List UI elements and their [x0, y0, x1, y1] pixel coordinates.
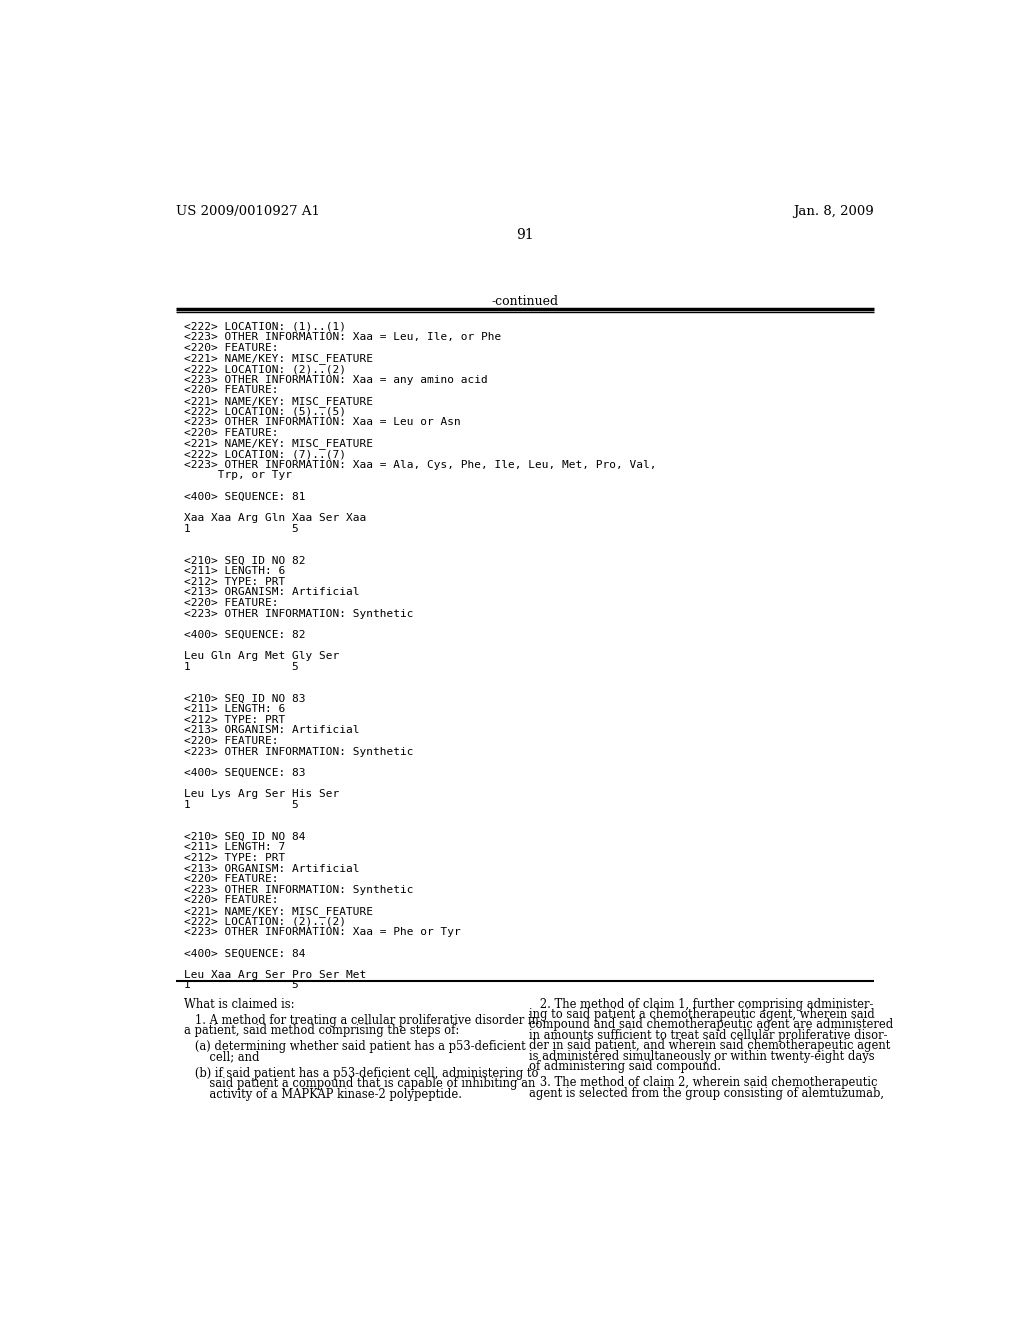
- Text: <213> ORGANISM: Artificial: <213> ORGANISM: Artificial: [183, 726, 359, 735]
- Text: said patient a compound that is capable of inhibiting an: said patient a compound that is capable …: [183, 1077, 536, 1090]
- Text: 1. A method for treating a cellular proliferative disorder in: 1. A method for treating a cellular prol…: [183, 1014, 539, 1027]
- Text: What is claimed is:: What is claimed is:: [183, 998, 294, 1011]
- Text: <210> SEQ ID NO 84: <210> SEQ ID NO 84: [183, 832, 305, 842]
- Text: <212> TYPE: PRT: <212> TYPE: PRT: [183, 715, 285, 725]
- Text: US 2009/0010927 A1: US 2009/0010927 A1: [176, 205, 319, 218]
- Text: <222> LOCATION: (2)..(2): <222> LOCATION: (2)..(2): [183, 364, 346, 374]
- Text: <221> NAME/KEY: MISC_FEATURE: <221> NAME/KEY: MISC_FEATURE: [183, 354, 373, 364]
- Text: <211> LENGTH: 6: <211> LENGTH: 6: [183, 566, 285, 576]
- Text: <213> ORGANISM: Artificial: <213> ORGANISM: Artificial: [183, 587, 359, 597]
- Text: (a) determining whether said patient has a p53-deficient: (a) determining whether said patient has…: [183, 1040, 525, 1053]
- Text: <223> OTHER INFORMATION: Xaa = Leu or Asn: <223> OTHER INFORMATION: Xaa = Leu or As…: [183, 417, 461, 428]
- Text: <212> TYPE: PRT: <212> TYPE: PRT: [183, 577, 285, 586]
- Text: <400> SEQUENCE: 83: <400> SEQUENCE: 83: [183, 768, 305, 777]
- Text: <220> FEATURE:: <220> FEATURE:: [183, 895, 279, 906]
- Text: <221> NAME/KEY: MISC_FEATURE: <221> NAME/KEY: MISC_FEATURE: [183, 396, 373, 407]
- Text: <221> NAME/KEY: MISC_FEATURE: <221> NAME/KEY: MISC_FEATURE: [183, 906, 373, 917]
- Text: Leu Gln Arg Met Gly Ser: Leu Gln Arg Met Gly Ser: [183, 651, 339, 661]
- Text: 1               5: 1 5: [183, 981, 299, 990]
- Text: <222> LOCATION: (7)..(7): <222> LOCATION: (7)..(7): [183, 449, 346, 459]
- Text: in amounts sufficient to treat said cellular proliferative disor-: in amounts sufficient to treat said cell…: [529, 1028, 888, 1041]
- Text: cell; and: cell; and: [183, 1051, 259, 1064]
- Text: Xaa Xaa Arg Gln Xaa Ser Xaa: Xaa Xaa Arg Gln Xaa Ser Xaa: [183, 513, 366, 523]
- Text: <220> FEATURE:: <220> FEATURE:: [183, 385, 279, 396]
- Text: <211> LENGTH: 6: <211> LENGTH: 6: [183, 704, 285, 714]
- Text: of administering said compound.: of administering said compound.: [529, 1060, 722, 1073]
- Text: <220> FEATURE:: <220> FEATURE:: [183, 737, 279, 746]
- Text: -continued: -continued: [492, 296, 558, 309]
- Text: 1               5: 1 5: [183, 524, 299, 533]
- Text: <210> SEQ ID NO 82: <210> SEQ ID NO 82: [183, 556, 305, 565]
- Text: <220> FEATURE:: <220> FEATURE:: [183, 874, 279, 884]
- Text: der in said patient, and wherein said chemotherapeutic agent: der in said patient, and wherein said ch…: [529, 1039, 891, 1052]
- Text: agent is selected from the group consisting of alemtuzumab,: agent is selected from the group consist…: [529, 1086, 885, 1100]
- Text: <223> OTHER INFORMATION: Synthetic: <223> OTHER INFORMATION: Synthetic: [183, 747, 414, 756]
- Text: <223> OTHER INFORMATION: Xaa = Leu, Ile, or Phe: <223> OTHER INFORMATION: Xaa = Leu, Ile,…: [183, 333, 501, 342]
- Text: <400> SEQUENCE: 81: <400> SEQUENCE: 81: [183, 491, 305, 502]
- Text: Leu Xaa Arg Ser Pro Ser Met: Leu Xaa Arg Ser Pro Ser Met: [183, 970, 366, 979]
- Text: <220> FEATURE:: <220> FEATURE:: [183, 598, 279, 609]
- Text: is administered simultaneously or within twenty-eight days: is administered simultaneously or within…: [529, 1049, 876, 1063]
- Text: <400> SEQUENCE: 84: <400> SEQUENCE: 84: [183, 949, 305, 958]
- Text: 3. The method of claim 2, wherein said chemotherapeutic: 3. The method of claim 2, wherein said c…: [529, 1076, 878, 1089]
- Text: <212> TYPE: PRT: <212> TYPE: PRT: [183, 853, 285, 863]
- Text: <400> SEQUENCE: 82: <400> SEQUENCE: 82: [183, 630, 305, 640]
- Text: ing to said patient a chemotherapeutic agent, wherein said: ing to said patient a chemotherapeutic a…: [529, 1008, 876, 1022]
- Text: <221> NAME/KEY: MISC_FEATURE: <221> NAME/KEY: MISC_FEATURE: [183, 438, 373, 449]
- Text: compound and said chemotherapeutic agent are administered: compound and said chemotherapeutic agent…: [529, 1019, 894, 1031]
- Text: 91: 91: [516, 227, 534, 242]
- Text: 1               5: 1 5: [183, 800, 299, 809]
- Text: <223> OTHER INFORMATION: Xaa = Phe or Tyr: <223> OTHER INFORMATION: Xaa = Phe or Ty…: [183, 928, 461, 937]
- Text: <210> SEQ ID NO 83: <210> SEQ ID NO 83: [183, 693, 305, 704]
- Text: <223> OTHER INFORMATION: Xaa = Ala, Cys, Phe, Ile, Leu, Met, Pro, Val,: <223> OTHER INFORMATION: Xaa = Ala, Cys,…: [183, 459, 656, 470]
- Text: <223> OTHER INFORMATION: Xaa = any amino acid: <223> OTHER INFORMATION: Xaa = any amino…: [183, 375, 487, 384]
- Text: <211> LENGTH: 7: <211> LENGTH: 7: [183, 842, 285, 853]
- Text: <222> LOCATION: (5)..(5): <222> LOCATION: (5)..(5): [183, 407, 346, 417]
- Text: a patient, said method comprising the steps of:: a patient, said method comprising the st…: [183, 1024, 459, 1038]
- Text: <222> LOCATION: (2)..(2): <222> LOCATION: (2)..(2): [183, 916, 346, 927]
- Text: <213> ORGANISM: Artificial: <213> ORGANISM: Artificial: [183, 863, 359, 874]
- Text: <223> OTHER INFORMATION: Synthetic: <223> OTHER INFORMATION: Synthetic: [183, 609, 414, 619]
- Text: 2. The method of claim 1, further comprising administer-: 2. The method of claim 1, further compri…: [529, 998, 873, 1011]
- Text: <222> LOCATION: (1)..(1): <222> LOCATION: (1)..(1): [183, 322, 346, 331]
- Text: Jan. 8, 2009: Jan. 8, 2009: [793, 205, 873, 218]
- Text: <220> FEATURE:: <220> FEATURE:: [183, 428, 279, 438]
- Text: Trp, or Tyr: Trp, or Tyr: [183, 470, 292, 480]
- Text: (b) if said patient has a p53-deficient cell, administering to: (b) if said patient has a p53-deficient …: [183, 1067, 539, 1080]
- Text: 1               5: 1 5: [183, 661, 299, 672]
- Text: <220> FEATURE:: <220> FEATURE:: [183, 343, 279, 352]
- Text: <223> OTHER INFORMATION: Synthetic: <223> OTHER INFORMATION: Synthetic: [183, 884, 414, 895]
- Text: activity of a MAPKAP kinase-2 polypeptide.: activity of a MAPKAP kinase-2 polypeptid…: [183, 1088, 462, 1101]
- Text: Leu Lys Arg Ser His Ser: Leu Lys Arg Ser His Ser: [183, 789, 339, 799]
